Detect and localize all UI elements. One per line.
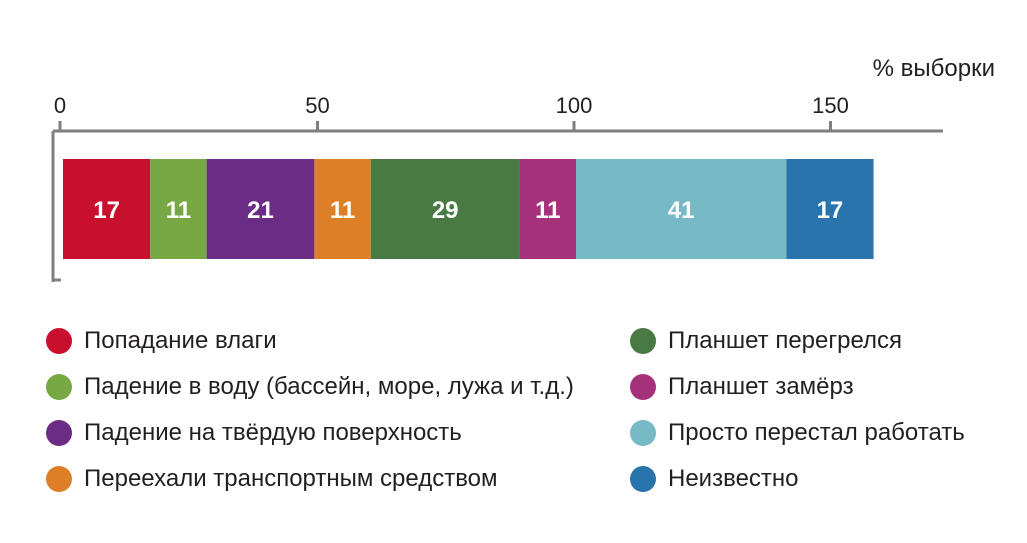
legend-item: Переехали транспортным средством <box>46 464 498 494</box>
x-tick-label: 50 <box>305 93 329 118</box>
x-tick-label: 150 <box>812 93 849 118</box>
data-label: 11 <box>535 197 560 224</box>
data-label: 17 <box>93 197 120 224</box>
legend-item: Падение на твёрдую поверхность <box>46 418 462 448</box>
bar-segment <box>519 159 576 259</box>
legend-item: Планшет перегрелся <box>630 326 902 356</box>
bar-segment <box>63 159 151 259</box>
legend-item: Просто перестал работать <box>630 418 965 448</box>
legend-item: Падение в воду (бассейн, море, лужа и т.… <box>46 372 574 402</box>
bar-segment <box>206 159 315 259</box>
x-axis: 0 50 100 150 <box>51 93 943 282</box>
x-tick-label: 0 <box>54 93 66 118</box>
data-label: 21 <box>247 197 274 224</box>
data-label: 11 <box>330 197 355 224</box>
legend-item: Неизвестно <box>630 464 799 494</box>
axis-unit-label: % выборки <box>873 55 995 82</box>
legend-label: Падение в воду (бассейн, море, лужа и т.… <box>84 373 574 400</box>
bar-segments <box>63 159 874 259</box>
legend-swatch <box>630 466 656 492</box>
legend-label: Планшет замёрз <box>668 373 854 400</box>
legend-label: Переехали транспортным средством <box>84 465 498 492</box>
bar-segment <box>370 159 520 259</box>
legend-swatch <box>46 466 72 492</box>
legend-item: Попадание влаги <box>46 326 277 356</box>
legend-label: Планшет перегрелся <box>668 327 903 354</box>
x-tick-label: 100 <box>556 93 593 118</box>
data-label: 11 <box>166 197 191 224</box>
legend-swatch <box>630 328 656 354</box>
legend-swatch <box>630 420 656 446</box>
bar-segment <box>314 159 371 259</box>
legend-label: Попадание влаги <box>84 327 277 354</box>
legend-swatch <box>46 374 72 400</box>
legend-swatch <box>630 374 656 400</box>
data-label: 17 <box>817 197 844 224</box>
bar-segment <box>576 159 787 259</box>
legend-label: Неизвестно <box>668 465 799 492</box>
data-labels: 17 11 21 11 29 11 41 17 <box>93 197 843 224</box>
data-label: 41 <box>668 197 695 224</box>
bar-segment <box>786 159 874 259</box>
legend-swatch <box>46 420 72 446</box>
data-label: 29 <box>432 197 459 224</box>
legend-swatch <box>46 328 72 354</box>
legend-label: Падение на твёрдую поверхность <box>84 419 462 446</box>
bar-segment <box>150 159 207 259</box>
legend-item: Планшет замёрз <box>630 372 854 402</box>
legend-label: Просто перестал работать <box>668 419 965 446</box>
